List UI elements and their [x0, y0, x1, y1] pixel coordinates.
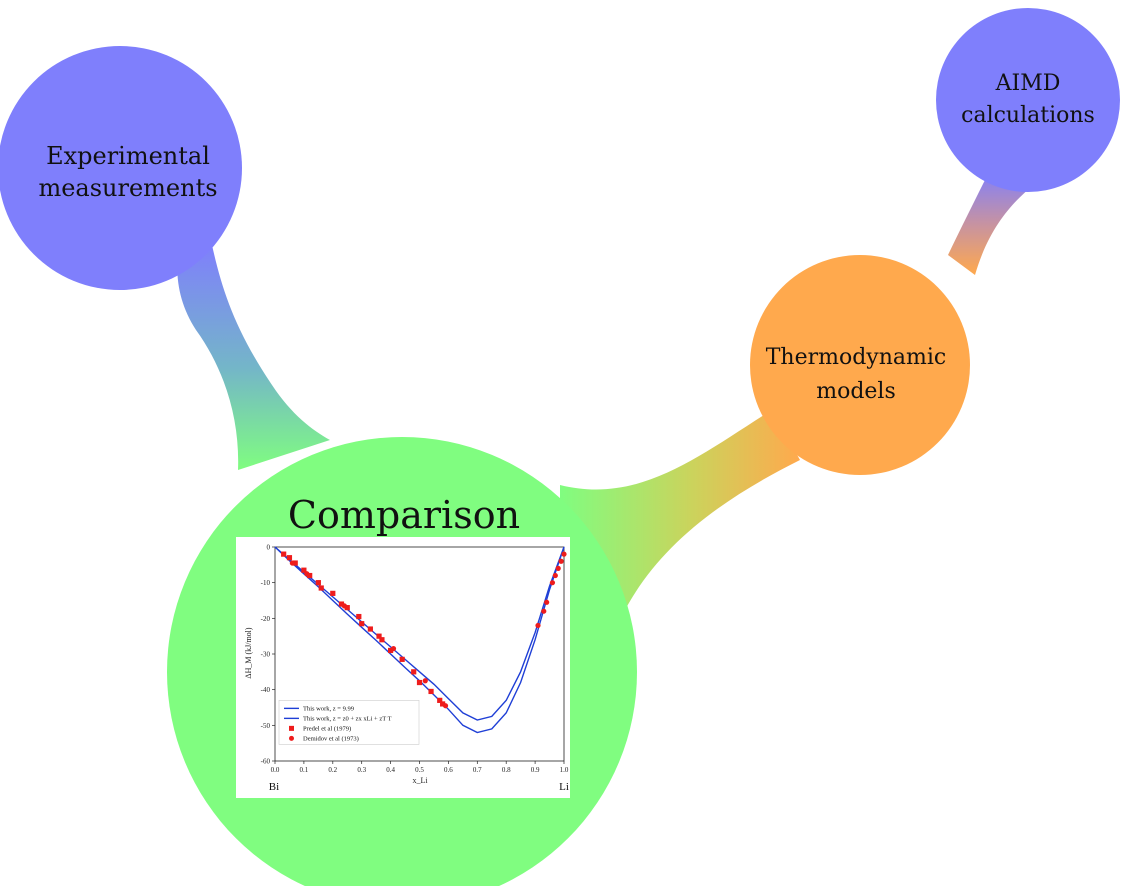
x-tick-label: 0.0	[271, 766, 280, 774]
x-end-label-right: Li	[559, 781, 569, 793]
enthalpy-chart: 0.0 0.1 0.2 0.3 0.4 0.5 0.6 0.7 0.8 0.9 1.0 0 -10 -20…	[236, 537, 570, 798]
aimd-label-line1: AIMD	[995, 71, 1061, 96]
data-point-square	[307, 572, 313, 579]
data-point-circle	[304, 571, 310, 577]
data-point-circle	[422, 678, 428, 684]
experimental-label-line2: measurements	[38, 174, 217, 202]
legend-swatch-square	[289, 725, 294, 731]
data-point-square	[428, 688, 434, 695]
x-tick-label: 0.1	[300, 766, 309, 774]
data-point-square	[292, 560, 298, 566]
data-point-square	[367, 626, 373, 632]
legend-entry: Predel et al (1979)	[303, 726, 351, 733]
data-point-circle	[561, 551, 567, 557]
legend-entry: This work, z = 9.99	[303, 706, 354, 713]
data-point-square	[318, 585, 324, 591]
data-point-circle	[535, 622, 541, 629]
data-point-circle	[390, 646, 397, 652]
data-point-square	[379, 637, 385, 643]
x-tick-label: 0.2	[328, 766, 337, 774]
data-point-square	[301, 567, 307, 573]
connector-comparison-thermo	[560, 410, 800, 610]
data-point-square	[281, 551, 287, 557]
data-point-circle	[442, 703, 449, 709]
node-experimental	[0, 46, 242, 290]
y-tick-label: -40	[261, 686, 271, 694]
data-point-square	[399, 656, 405, 662]
data-point-square	[359, 621, 365, 627]
data-point-square	[440, 701, 446, 707]
data-point-square	[338, 601, 345, 607]
data-point-square	[286, 555, 293, 561]
experimental-label-line1: Experimental	[46, 142, 210, 170]
data-point-square	[388, 647, 394, 654]
data-point-circle	[555, 565, 561, 572]
data-point-circle	[541, 608, 547, 614]
connector-thermo-aimd	[948, 170, 1030, 275]
x-tick-label: 0.4	[386, 766, 395, 774]
x-tick-label: 1.0	[560, 766, 569, 774]
x-end-label-left: Bi	[269, 781, 279, 793]
data-point-square	[411, 669, 417, 675]
chart-background	[236, 537, 570, 798]
connector-experimental-comparison	[177, 245, 330, 470]
data-point-square	[376, 633, 382, 639]
chart-plot-area: 0.0 0.1 0.2 0.3 0.4 0.5 0.6 0.7 0.8 0.9 1.0 0 -10 -20…	[261, 544, 569, 775]
thermo-label-line2: models	[816, 379, 896, 404]
legend-entry: This work, z = z0 + zx xLi + zT T	[303, 716, 392, 723]
thermo-label-line1: Thermodynamic	[766, 345, 947, 370]
y-tick-label: -60	[261, 758, 271, 766]
data-point-square	[416, 679, 423, 686]
data-point-circle	[341, 603, 347, 609]
data-point-square	[344, 605, 350, 611]
legend-box	[278, 700, 420, 745]
data-point-square	[330, 590, 336, 596]
x-tick-label: 0.6	[444, 766, 453, 774]
legend-entry: Demidov et al (1973)	[303, 736, 359, 743]
x-tick-label: 0.3	[357, 766, 366, 774]
x-tick-label: 0.5	[415, 766, 424, 774]
x-tick-label: 0.8	[502, 766, 511, 774]
legend-swatch-circle	[289, 735, 294, 741]
y-axis-label: ΔH_M (kJ/mol)	[244, 627, 253, 678]
y-tick-label: -30	[261, 651, 271, 659]
data-point-square	[437, 697, 443, 703]
node-aimd	[936, 8, 1120, 192]
y-tick-label: -10	[261, 579, 271, 587]
data-point-circle	[558, 558, 564, 564]
y-tick-label: -50	[261, 722, 271, 730]
data-point-circle	[544, 599, 550, 605]
data-point-circle	[289, 560, 295, 566]
data-point-circle	[549, 580, 556, 586]
aimd-label-line2: calculations	[961, 103, 1095, 128]
x-axis-label: x_Li	[412, 776, 428, 785]
node-thermo	[750, 255, 970, 475]
comparison-title: Comparison	[288, 493, 520, 537]
x-tick-label: 0.7	[473, 766, 482, 774]
y-tick-label: 0	[267, 544, 271, 552]
data-point-square	[315, 580, 321, 586]
data-point-square	[356, 613, 362, 620]
x-tick-label: 0.9	[531, 766, 540, 774]
y-tick-label: -20	[261, 615, 271, 623]
data-point-circle	[552, 572, 558, 579]
